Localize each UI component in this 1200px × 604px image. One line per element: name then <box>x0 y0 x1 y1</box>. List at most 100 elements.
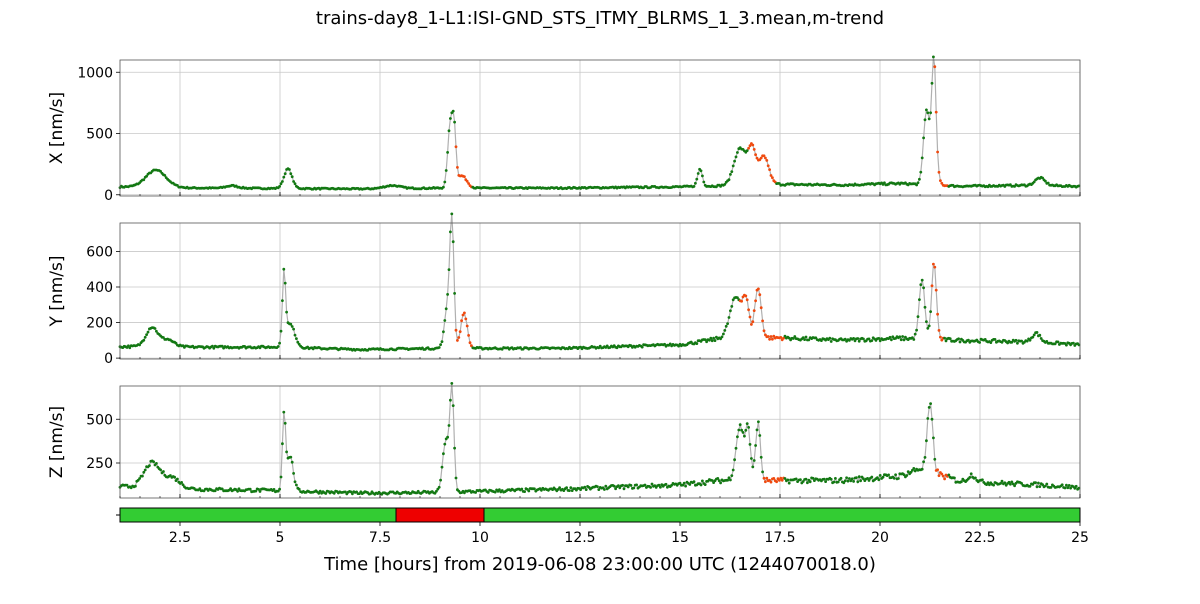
data-point <box>929 111 932 115</box>
data-point <box>279 475 283 479</box>
data-point <box>437 346 441 349</box>
data-point <box>1020 339 1023 343</box>
data-point <box>849 479 853 483</box>
data-point <box>142 338 146 342</box>
data-point <box>751 143 755 147</box>
data-point <box>806 481 809 485</box>
data-point <box>468 341 472 345</box>
data-point <box>449 230 452 234</box>
data-point <box>344 490 347 494</box>
data-point <box>727 316 731 319</box>
data-point <box>876 476 879 480</box>
data-point <box>570 489 574 492</box>
data-point <box>446 151 449 154</box>
data-point <box>974 476 977 480</box>
data-point <box>446 435 449 439</box>
data-point <box>583 485 587 489</box>
data-point <box>738 423 742 427</box>
data-point <box>902 473 906 477</box>
data-point <box>751 320 755 324</box>
data-point <box>649 486 652 489</box>
data-point <box>729 173 732 176</box>
data-point <box>898 335 902 339</box>
data-point <box>297 487 301 491</box>
data-point <box>145 333 149 336</box>
data-point <box>293 182 297 186</box>
data-point <box>727 476 731 480</box>
data-point <box>731 468 735 472</box>
data-point <box>766 164 770 168</box>
data-point <box>937 474 941 477</box>
data-point <box>870 475 874 479</box>
data-point <box>932 262 935 266</box>
data-point <box>708 338 711 342</box>
data-point <box>257 488 260 491</box>
data-point <box>748 315 752 319</box>
y-axis-label: X [nm/s] <box>47 92 67 164</box>
data-point <box>940 181 944 185</box>
data-point <box>213 489 217 493</box>
data-point <box>747 426 750 429</box>
data-point <box>747 146 750 150</box>
data-point <box>705 340 708 344</box>
data-point <box>953 476 956 480</box>
data-point <box>440 340 444 343</box>
data-point <box>444 169 448 172</box>
data-point <box>916 181 920 185</box>
data-point <box>621 483 624 487</box>
data-point <box>730 474 734 477</box>
data-point <box>762 329 766 333</box>
data-point <box>281 180 284 183</box>
data-point <box>941 474 945 478</box>
data-point <box>454 476 458 480</box>
data-point <box>834 477 837 480</box>
data-point <box>862 337 865 341</box>
y-tick-label: 1000 <box>77 65 113 81</box>
data-point <box>828 336 832 340</box>
data-point <box>981 478 984 482</box>
data-point <box>710 479 714 482</box>
data-point <box>804 477 808 481</box>
data-point <box>934 288 938 292</box>
data-point <box>780 478 784 482</box>
data-point <box>282 175 286 179</box>
data-point <box>125 483 129 487</box>
data-point <box>173 475 177 479</box>
data-point <box>866 477 869 480</box>
data-point <box>754 153 757 157</box>
data-point <box>752 309 756 312</box>
data-point <box>870 339 874 342</box>
data-point <box>439 478 442 482</box>
x-tick-label: 15 <box>671 530 689 546</box>
data-point <box>1016 341 1019 345</box>
data-point <box>1065 483 1068 487</box>
data-point <box>1060 483 1064 487</box>
data-point <box>957 337 960 341</box>
data-point <box>283 281 287 285</box>
data-point <box>442 452 445 456</box>
data-point <box>779 336 783 339</box>
state-bar: 2.5 5 7.5 10 12.5 15 17.5 20 22.5 25 <box>116 507 1089 546</box>
data-point <box>741 431 745 434</box>
data-point <box>734 446 738 450</box>
data-point <box>748 144 752 148</box>
data-point <box>968 476 972 479</box>
data-point <box>1028 484 1032 488</box>
data-point <box>713 339 717 342</box>
data-point <box>922 460 925 464</box>
data-point <box>1037 481 1040 485</box>
data-point <box>143 335 147 339</box>
data-point <box>454 145 458 149</box>
data-point <box>128 346 132 350</box>
data-point <box>324 492 328 495</box>
data-point <box>936 312 939 316</box>
data-point <box>856 480 860 484</box>
data-point <box>198 487 202 491</box>
data-point <box>824 480 827 483</box>
data-point <box>852 337 855 340</box>
data-point <box>927 406 931 409</box>
panel-2: 0 200 400 600 Y [nm/s] <box>47 212 1081 367</box>
data-point <box>731 298 735 302</box>
data-point <box>766 335 770 338</box>
data-point <box>999 482 1002 485</box>
